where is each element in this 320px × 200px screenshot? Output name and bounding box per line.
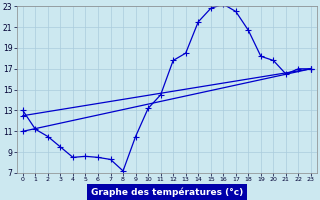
X-axis label: Graphe des températures (°c): Graphe des températures (°c) — [91, 188, 243, 197]
